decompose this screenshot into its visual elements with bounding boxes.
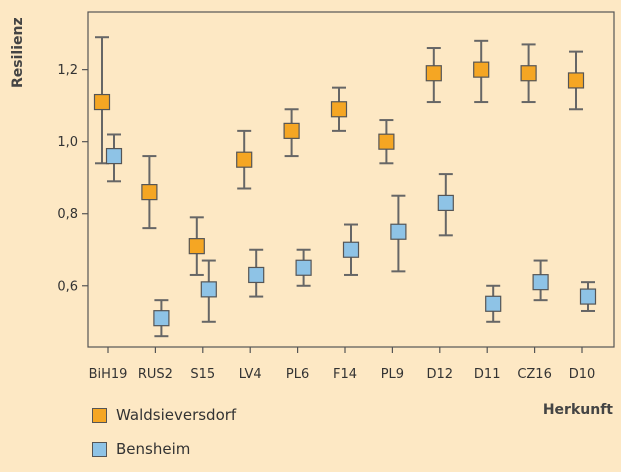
chart-canvas: 0,6 0,8 1,0 1,2 BiH19 RUS2 S15 LV4 PL6 F14 PL9 D12 D… [57, 11, 615, 382]
x-tick-label: PL6 [286, 367, 309, 382]
data-point [141, 184, 158, 201]
x-tick-label: F14 [333, 367, 357, 382]
y-tick-label: 1,0 [57, 135, 78, 150]
x-axis-label: Herkunft [542, 402, 613, 418]
y-tick-label: 0,8 [57, 207, 78, 222]
legend-label-waldsieversdorf: Waldsieversdorf [116, 406, 237, 424]
data-point [93, 93, 111, 111]
data-point [105, 147, 123, 165]
x-tick-label: D10 [569, 367, 596, 382]
x-tick-label: CZ16 [517, 367, 552, 382]
legend-item-waldsieversdorf: Waldsieversdorf [92, 404, 236, 426]
data-point [342, 241, 360, 258]
data-point [437, 194, 454, 212]
data-point [378, 133, 395, 150]
x-tick-label: D11 [474, 367, 501, 382]
data-point [188, 238, 205, 255]
data-point [200, 281, 217, 298]
data-point [567, 72, 585, 89]
chart: 0,6 0,8 1,0 1,2 BiH19 RUS2 S15 LV4 PL6 F14 PL9 D12 D… [10, 11, 615, 458]
data-point [295, 259, 312, 276]
data-point [236, 151, 253, 168]
data-point [390, 223, 407, 240]
legend-swatch-bensheim [92, 441, 107, 457]
data-point [520, 65, 537, 82]
x-tick-label: D12 [427, 367, 454, 382]
data-point [248, 266, 265, 284]
data-point [425, 65, 442, 82]
x-tick-label: S15 [190, 367, 215, 382]
y-axis-label: Resilienz [10, 17, 26, 88]
legend-swatch-waldsieversdorf [92, 407, 107, 423]
plot-frame [87, 11, 615, 348]
data-point [532, 274, 549, 291]
x-tick-label: LV4 [239, 367, 262, 382]
x-tick-label: BiH19 [89, 367, 128, 382]
x-tick-label: PL9 [381, 367, 404, 382]
data-point [473, 61, 490, 78]
y-tick-label: 1,2 [57, 63, 78, 78]
x-tick-label: RUS2 [138, 367, 173, 382]
data-point [283, 122, 300, 139]
legend-item-bensheim: Bensheim [92, 438, 236, 460]
legend: Waldsieversdorf Bensheim [92, 404, 236, 472]
data-point [579, 288, 597, 305]
data-point [485, 295, 502, 312]
y-tick-label: 0,6 [57, 279, 78, 294]
data-point [153, 310, 170, 327]
data-point [330, 101, 348, 118]
legend-label-bensheim: Bensheim [116, 440, 191, 458]
